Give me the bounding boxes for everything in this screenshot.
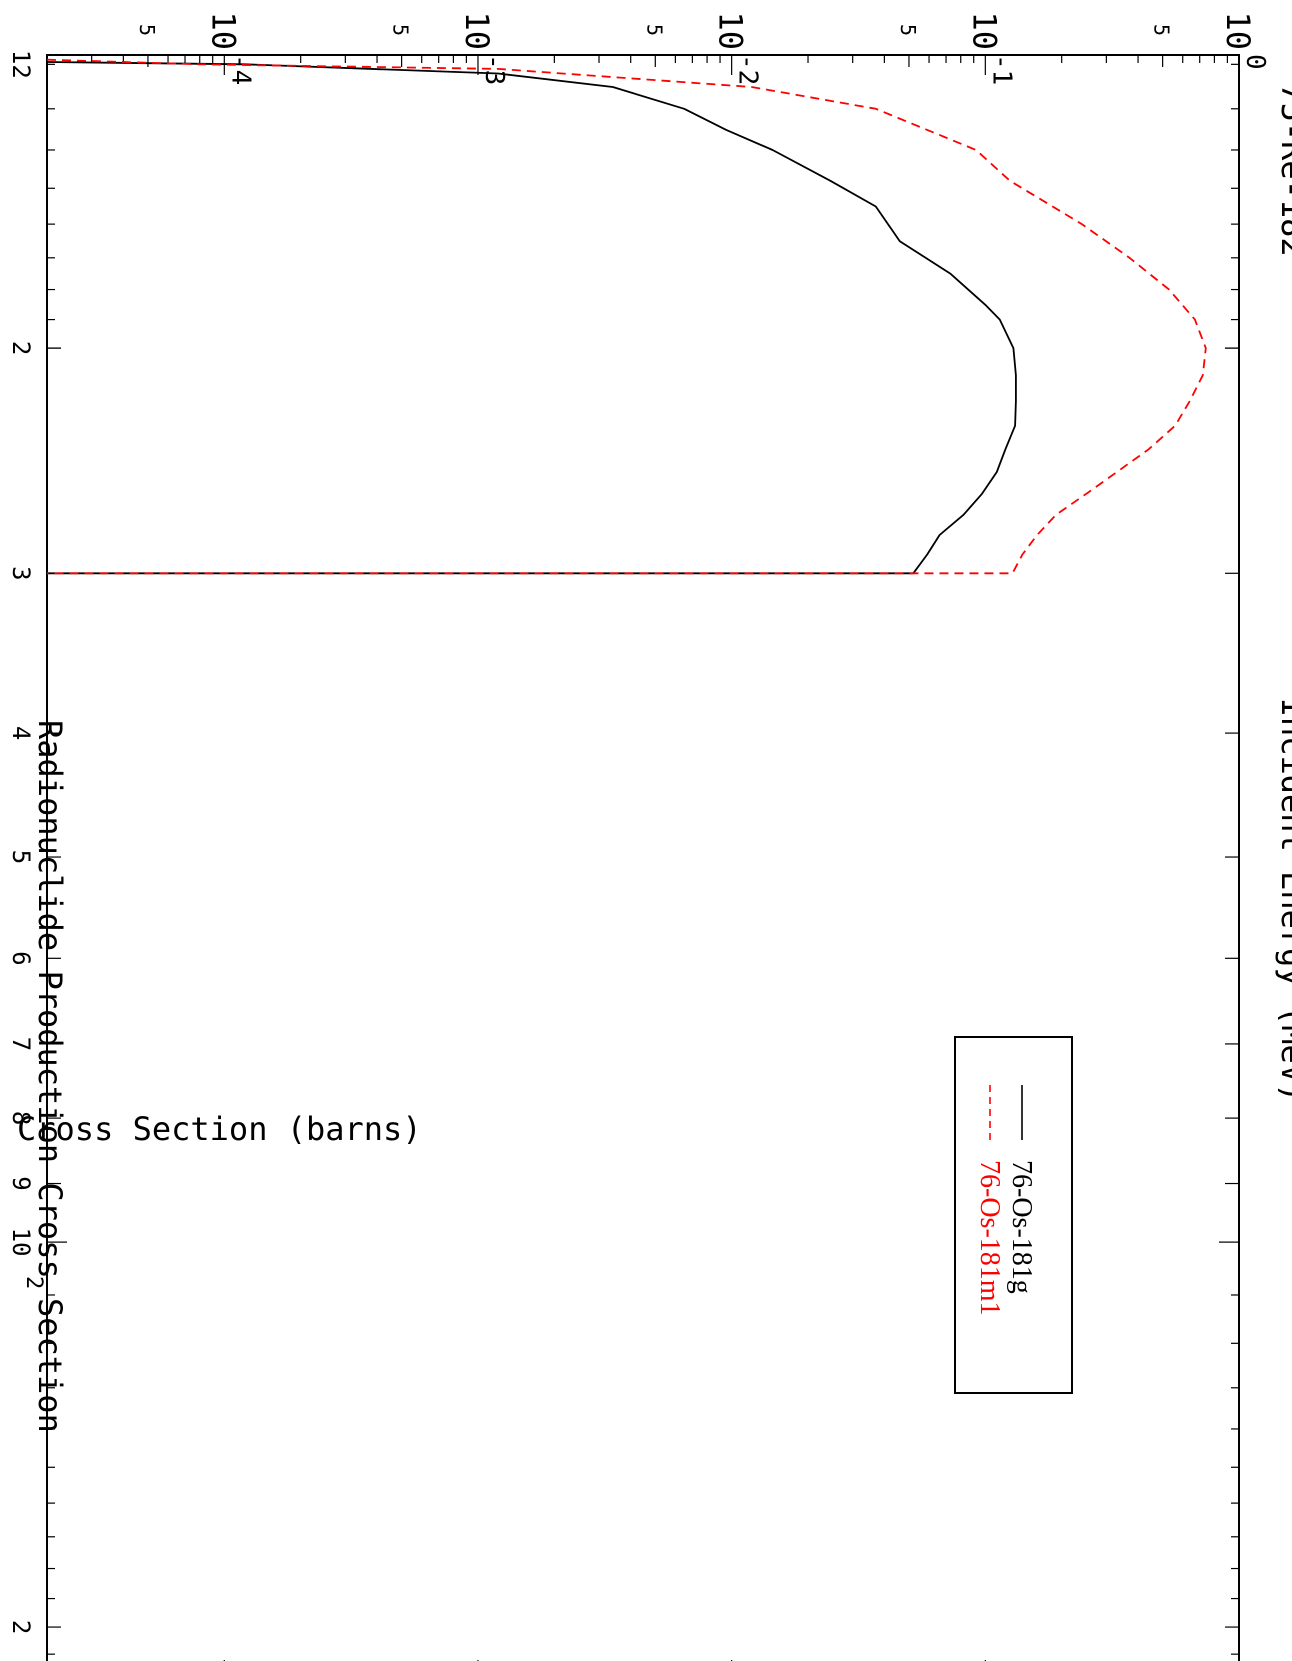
y-minor-tick-label: 5: [1150, 24, 1174, 36]
x-tick-label: 4: [7, 726, 35, 740]
y-tick-label: 10: [204, 11, 242, 50]
y-tick-label-exponent: 0: [1240, 54, 1270, 70]
legend-label-series-2: 76-Os-181m1: [974, 1160, 1005, 1316]
series-lines: [46, 58, 1207, 575]
chart-title: Radionuclide Production Cross Section: [31, 720, 69, 1433]
x-tick-label: 5: [7, 850, 35, 864]
x-tick-label: 3: [7, 566, 35, 580]
y-tick-label: 10: [458, 11, 496, 50]
legend-box: [954, 1036, 1073, 1394]
y-axis-label: Cross Section (barns): [17, 1110, 422, 1148]
legend: 76-Os-181g 76-Os-181m1: [954, 1036, 1073, 1394]
x-tick-label: 7: [7, 1037, 35, 1051]
y-minor-tick-label: 5: [642, 24, 666, 36]
series-line-2: [46, 58, 1207, 575]
x-tick-label: 10: [7, 1228, 35, 1257]
y-tick-label-exponent: -2: [733, 54, 763, 85]
series-line-1: [46, 61, 1017, 575]
plot-border: [46, 54, 1240, 1661]
x-tick-label: 9: [7, 1176, 35, 1190]
x-tick-label: 2: [7, 1620, 35, 1634]
tick-labels: 12 2 3 4 5 6 7 8 9 10 2 2 10 0 10 -1 10 -2 10 -3 10 -4 5 5 5 5 5: [7, 11, 1270, 1634]
y-minor-tick-label: 5: [389, 24, 413, 36]
y-tick-label: 10: [1219, 11, 1257, 50]
x-axis-label: Incident Energy (MeV): [1274, 698, 1292, 1103]
legend-label-series-1: 76-Os-181g: [1006, 1160, 1037, 1294]
y-tick-label: 10: [712, 11, 750, 50]
x-tick-label: 6: [7, 951, 35, 965]
plot-frame: [46, 54, 1240, 1661]
x-tick-label: 2: [7, 341, 35, 355]
y-tick-label-exponent: -3: [479, 54, 509, 85]
y-tick-label-exponent: -4: [225, 54, 255, 85]
y-tick-label-exponent: -1: [986, 54, 1016, 85]
x-tick-label-exponent: 2: [21, 1276, 46, 1289]
y-minor-tick-label: 5: [135, 24, 159, 36]
y-minor-tick-label: 5: [896, 24, 920, 36]
x-tick-label: 8: [7, 1111, 35, 1125]
target-nuclide-label: 75-Re-182: [1274, 83, 1292, 256]
x-tick-label: 12: [7, 50, 35, 79]
y-tick-label: 10: [965, 11, 1003, 50]
axis-ticks: [46, 55, 1240, 1661]
